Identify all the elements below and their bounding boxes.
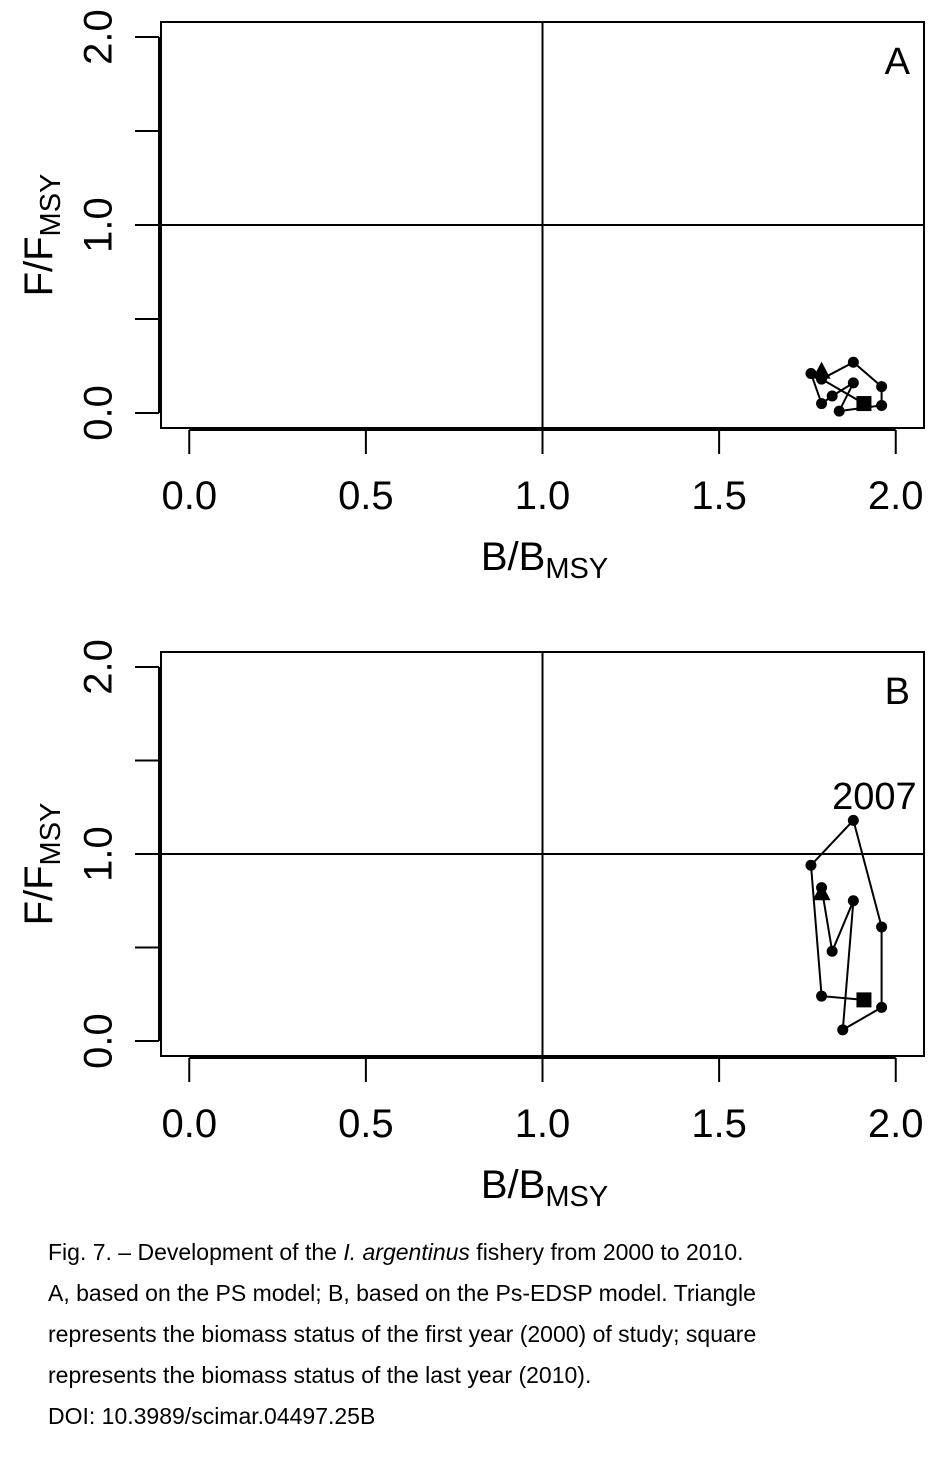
data-point [876, 399, 888, 411]
panel-b: 0.0 0.5 1.0 1.5 2.0 0.0 1.0 2.0 B/BMSY F/FMSY B 200… [17, 639, 925, 1213]
x-tick-label: 0.5 [338, 1102, 394, 1146]
data-point [876, 1001, 888, 1013]
y-axis-title-subscript: MSY [35, 803, 67, 866]
y-tick-label: 1.0 [77, 826, 121, 882]
data-point [816, 882, 828, 894]
x-tick-label: 2.0 [868, 1102, 924, 1146]
data-point-first-year [812, 361, 831, 379]
x-tick-label: 0.0 [161, 1102, 217, 1146]
y-tick-label: 1.0 [77, 197, 121, 253]
panel-a: 0.0 0.5 1.0 1.5 2.0 0.0 1.0 2.0 B/BMSY F/FMSY A [17, 9, 925, 585]
x-axis: 0.0 0.5 1.0 1.5 2.0 [161, 429, 924, 518]
data-point [826, 390, 838, 402]
data-point-last-year [856, 992, 872, 1008]
caption-doi: DOI: 10.3989/scimar.04497.25B [48, 1403, 376, 1429]
data-point [847, 895, 859, 907]
x-tick-label: 1.0 [515, 474, 571, 518]
point-annotation: 2007 [832, 776, 917, 818]
data-point [847, 814, 859, 826]
x-axis: 0.0 0.5 1.0 1.5 2.0 [161, 1057, 924, 1146]
data-point [833, 405, 845, 417]
x-tick-label: 2.0 [868, 474, 924, 518]
species-name: I. argentinus [343, 1239, 470, 1265]
x-axis-title-subscript: MSY [545, 1181, 608, 1213]
y-tick-label: 2.0 [77, 9, 121, 65]
data-point [847, 356, 859, 368]
caption-line-3: represents the biomass status of the fir… [48, 1321, 757, 1347]
data-point [805, 859, 817, 871]
y-tick-label: 0.0 [77, 1013, 121, 1069]
caption-line-4: represents the biomass status of the las… [48, 1362, 592, 1388]
x-axis-title: B/BMSY [481, 535, 608, 585]
data-point [816, 990, 828, 1002]
y-axis-title: F/FMSY [17, 174, 67, 297]
caption-line-2: A, based on the PS model; B, based on th… [48, 1280, 756, 1306]
data-point [837, 1024, 849, 1036]
y-tick-label: 0.0 [77, 385, 121, 441]
data-point [876, 921, 888, 933]
x-axis-title-subscript: MSY [545, 553, 608, 585]
figure-chart: 0.0 0.5 1.0 1.5 2.00.01.02.0B/BMSYF/FMSYA0.0… [17, 9, 925, 1213]
data-point [816, 373, 828, 385]
x-tick-label: 1.5 [691, 1102, 747, 1146]
y-axis: 0.0 1.0 2.0 [77, 9, 160, 441]
caption-line-1: Fig. 7. – Development of the I. argentin… [48, 1239, 744, 1265]
data-point [876, 381, 888, 393]
y-tick-label: 2.0 [77, 639, 121, 695]
y-axis-title-subscript: MSY [35, 174, 67, 237]
data-point [805, 367, 817, 379]
x-tick-label: 1.0 [515, 1102, 571, 1146]
panel-letter: A [885, 41, 911, 83]
data-point [816, 398, 828, 410]
data-point [826, 945, 838, 957]
figure-caption: Fig. 7. – Development of the I. argentin… [48, 1232, 928, 1437]
x-tick-label: 0.0 [161, 474, 217, 518]
data-point [847, 377, 859, 389]
x-axis-title: B/BMSY [481, 1163, 608, 1213]
x-tick-label: 0.5 [338, 474, 394, 518]
x-tick-label: 1.5 [691, 474, 747, 518]
data-point-last-year [856, 396, 872, 412]
panel-letter: B [885, 671, 910, 713]
y-axis: 0.0 1.0 2.0 [77, 639, 160, 1069]
y-axis-title: F/FMSY [17, 803, 67, 926]
